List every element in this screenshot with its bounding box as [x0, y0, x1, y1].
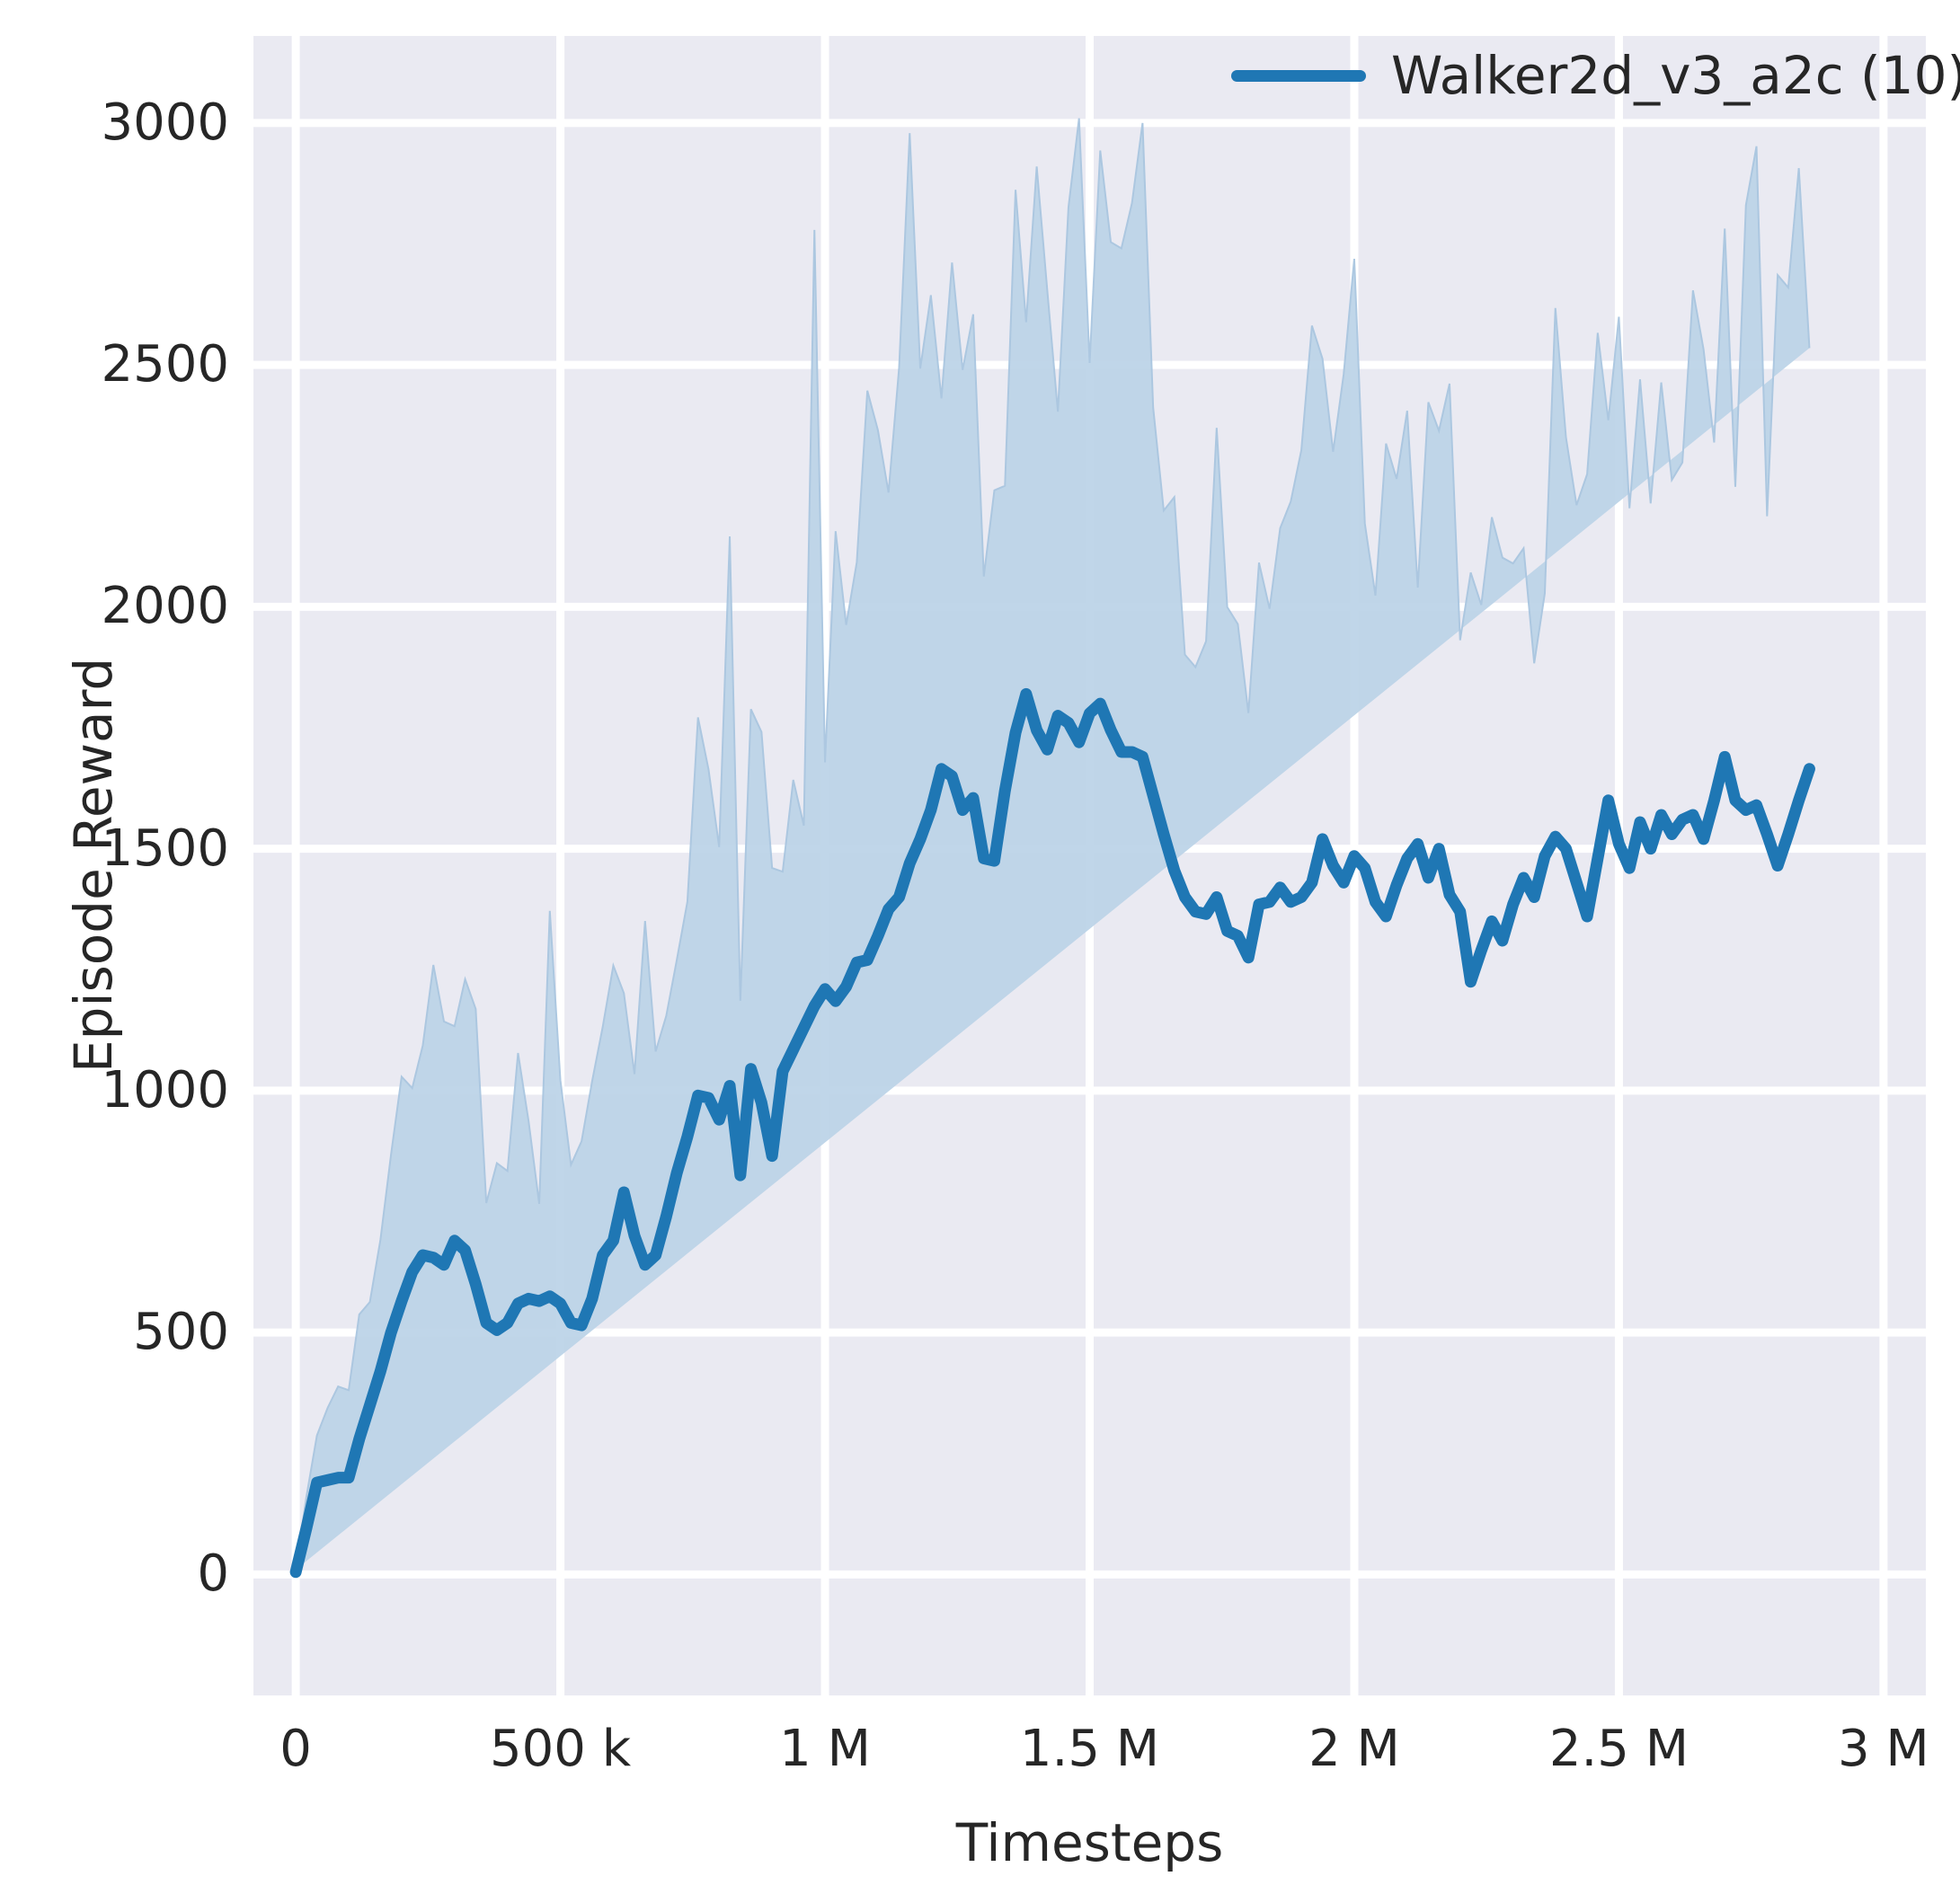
x-tick-label: 3 M	[1838, 1720, 1929, 1778]
chart-legend[interactable]: Walker2d_v3_a2c (10)	[1231, 45, 1960, 106]
chart-canvas	[253, 36, 1926, 1695]
plot-area	[253, 36, 1926, 1695]
x-tick-label: 2 M	[1308, 1720, 1400, 1778]
x-tick-label: 500 k	[490, 1720, 632, 1778]
mean-line	[289, 687, 1815, 1579]
y-tick-label: 1500	[101, 819, 229, 878]
legend-swatch-walker2d	[1231, 69, 1366, 82]
y-tick-label: 2500	[101, 335, 229, 394]
x-tick-label: 1.5 M	[1019, 1720, 1160, 1778]
x-tick-label: 0	[279, 1720, 312, 1778]
y-tick-label: 3000	[101, 93, 229, 152]
x-tick-label: 2.5 M	[1548, 1720, 1690, 1778]
y-tick-label: 1000	[101, 1060, 229, 1119]
legend-label-walker2d: Walker2d_v3_a2c (10)	[1391, 45, 1960, 106]
x-tick-label: 1 M	[779, 1720, 871, 1778]
x-axis-label: Timesteps	[955, 1812, 1224, 1873]
y-tick-label: 0	[197, 1544, 229, 1604]
y-axis-label: Episode Reward	[63, 657, 124, 1073]
y-tick-label: 2000	[101, 577, 229, 636]
confidence-band	[295, 118, 1811, 1571]
y-tick-label: 500	[133, 1303, 229, 1362]
